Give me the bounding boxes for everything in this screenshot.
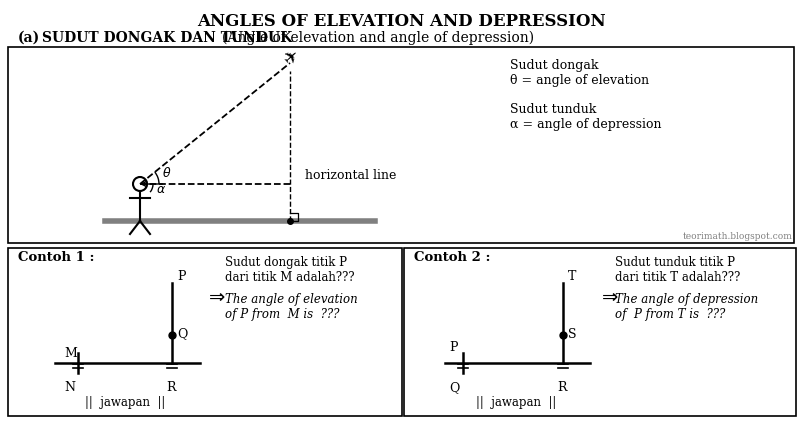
Text: The angle of depression: The angle of depression bbox=[615, 293, 758, 306]
FancyBboxPatch shape bbox=[404, 248, 796, 416]
Text: P: P bbox=[449, 341, 457, 354]
Text: Q: Q bbox=[449, 381, 460, 394]
Text: S: S bbox=[568, 328, 577, 341]
Text: R: R bbox=[557, 381, 566, 394]
Text: θ = angle of elevation: θ = angle of elevation bbox=[510, 74, 649, 87]
Text: Sudut dongak titik P: Sudut dongak titik P bbox=[225, 256, 347, 269]
Text: R: R bbox=[166, 381, 176, 394]
Text: dari titik M adalah???: dari titik M adalah??? bbox=[225, 271, 354, 284]
Text: (Angle of elevation and angle of depression): (Angle of elevation and angle of depress… bbox=[222, 31, 534, 45]
Text: ANGLES OF ELEVATION AND DEPRESSION: ANGLES OF ELEVATION AND DEPRESSION bbox=[196, 13, 606, 30]
Text: teorimath.blogspot.com: teorimath.blogspot.com bbox=[683, 232, 793, 241]
Text: SUDUT DONGAK DAN TUNDUK: SUDUT DONGAK DAN TUNDUK bbox=[42, 31, 293, 45]
Text: horizontal line: horizontal line bbox=[305, 169, 396, 182]
Text: Contoh 1 :: Contoh 1 : bbox=[18, 251, 95, 264]
FancyBboxPatch shape bbox=[8, 248, 402, 416]
Text: ||  jawapan  ||: || jawapan || bbox=[476, 396, 556, 409]
Text: ||  jawapan  ||: || jawapan || bbox=[85, 396, 165, 409]
Text: P: P bbox=[177, 270, 185, 283]
Text: Sudut tunduk titik P: Sudut tunduk titik P bbox=[615, 256, 735, 269]
Text: T: T bbox=[568, 270, 577, 283]
Text: Q: Q bbox=[177, 328, 188, 341]
Text: ✈: ✈ bbox=[282, 46, 305, 70]
Text: The angle of elevation: The angle of elevation bbox=[225, 293, 358, 306]
Text: Contoh 2 :: Contoh 2 : bbox=[414, 251, 491, 264]
Text: $\alpha$: $\alpha$ bbox=[156, 183, 166, 196]
Text: $\Rightarrow$: $\Rightarrow$ bbox=[205, 287, 226, 306]
Text: of P from  M is  ???: of P from M is ??? bbox=[225, 308, 339, 321]
Text: $\theta$: $\theta$ bbox=[162, 166, 172, 180]
Text: M: M bbox=[64, 347, 77, 360]
Text: N: N bbox=[64, 381, 75, 394]
Text: $\Rightarrow$: $\Rightarrow$ bbox=[598, 287, 619, 306]
Text: Sudut dongak: Sudut dongak bbox=[510, 59, 598, 72]
Text: dari titik T adalah???: dari titik T adalah??? bbox=[615, 271, 740, 284]
Text: α = angle of depression: α = angle of depression bbox=[510, 118, 662, 131]
Text: of  P from T is  ???: of P from T is ??? bbox=[615, 308, 725, 321]
Text: (a): (a) bbox=[18, 31, 40, 45]
Text: Sudut tunduk: Sudut tunduk bbox=[510, 103, 597, 116]
FancyBboxPatch shape bbox=[8, 47, 794, 243]
